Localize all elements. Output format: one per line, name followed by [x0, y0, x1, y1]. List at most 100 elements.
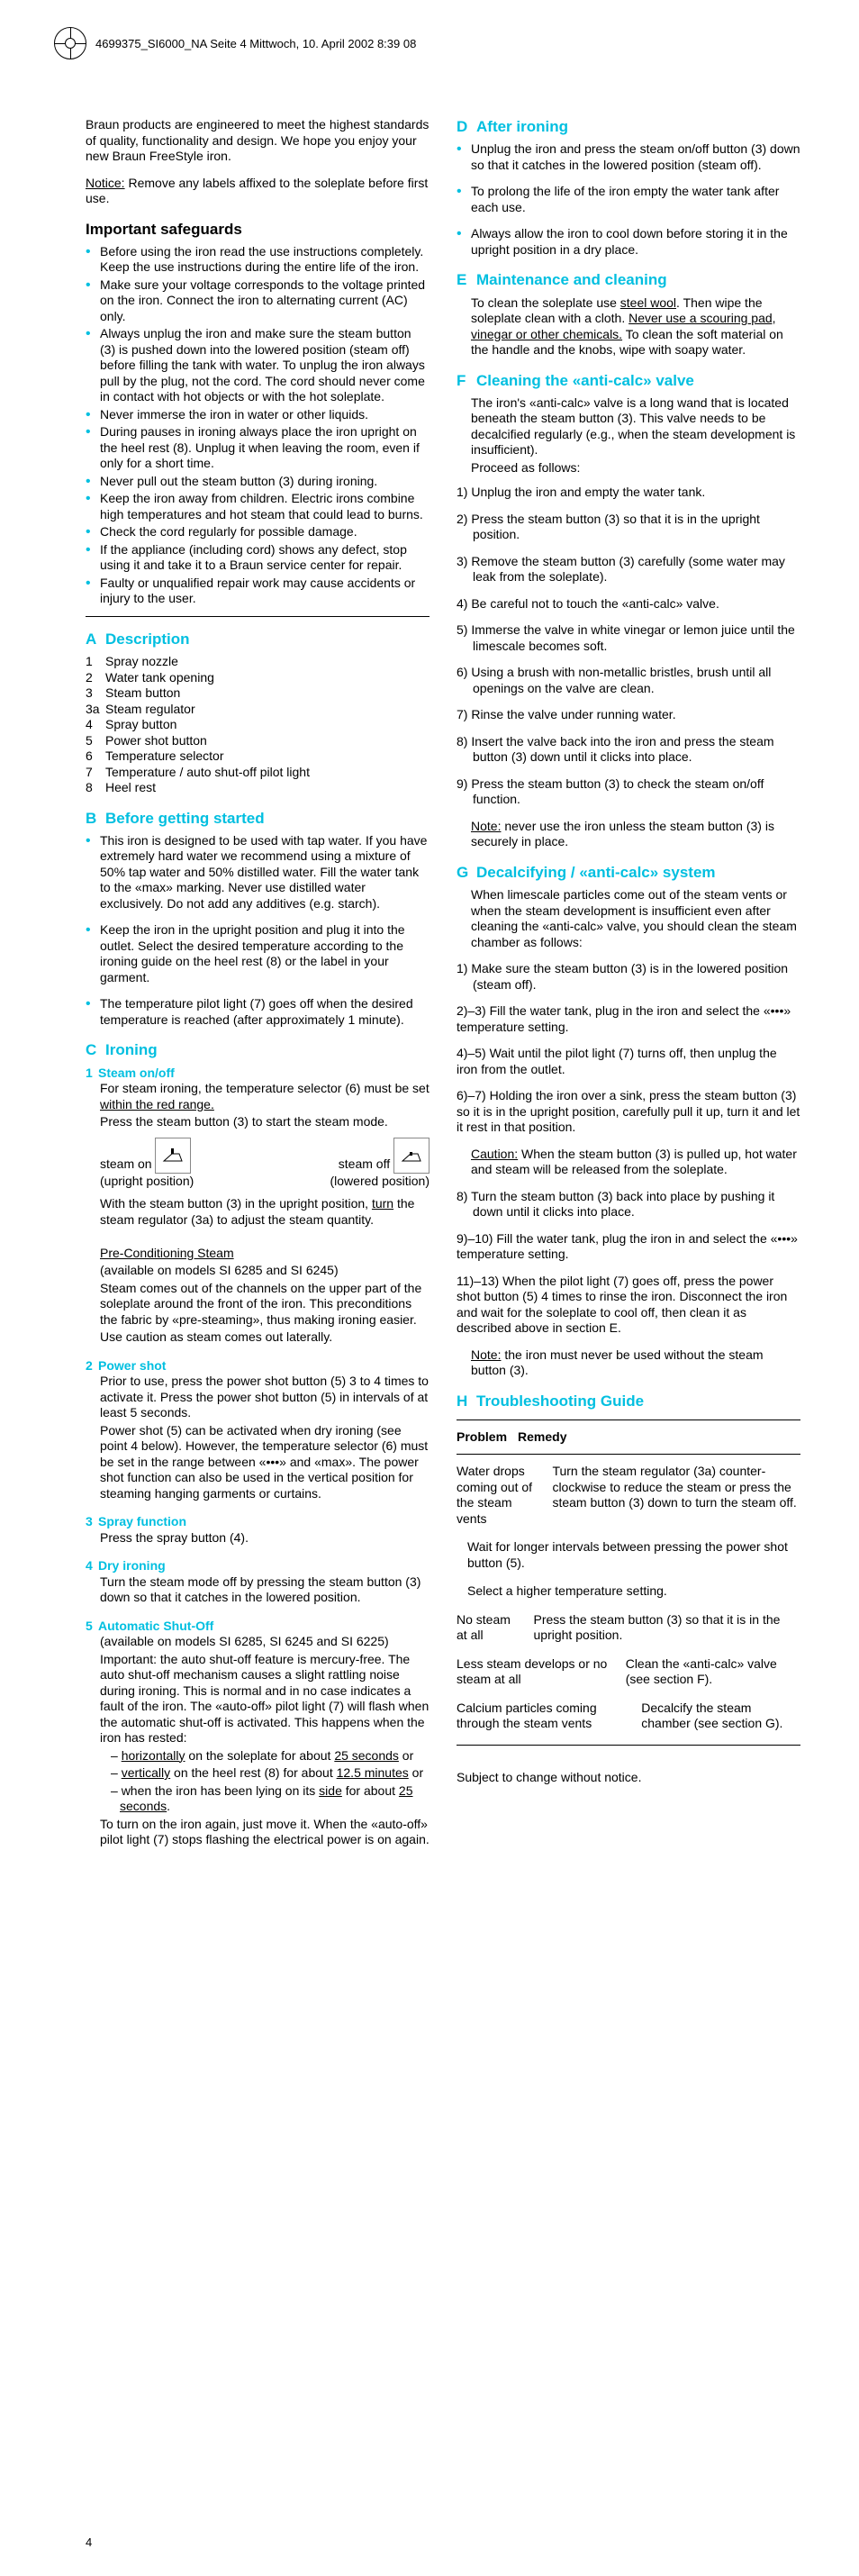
list-item: Keep the iron away from children. Electr… — [100, 491, 430, 522]
desc-row: 2Water tank opening — [86, 670, 430, 686]
section-c-title: CIroning — [86, 1040, 430, 1059]
notice-text: Notice: Remove any labels affixed to the… — [86, 176, 430, 207]
rule — [86, 616, 430, 617]
c5-li2: – vertically on the heel rest (8) for ab… — [100, 1765, 430, 1782]
c3-block: 3Spray function Press the spray button (… — [86, 1514, 430, 1546]
f-step: 3) Remove the steam button (3) carefully… — [457, 554, 800, 585]
g-1113: 11)–13) When the pilot light (7) goes of… — [457, 1274, 800, 1337]
c4-block: 4Dry ironing Turn the steam mode off by … — [86, 1558, 430, 1606]
safeguards-list: Before using the iron read the use instr… — [86, 244, 430, 607]
f-step: 4) Be careful not to touch the «anti-cal… — [457, 596, 800, 612]
g-23: 2)–3) Fill the water tank, plug in the i… — [457, 1003, 800, 1035]
c5-title: Automatic Shut-Off — [98, 1619, 213, 1633]
desc-row: 5Power shot button — [86, 733, 430, 749]
g-caution: Caution: When the steam button (3) is pu… — [457, 1147, 800, 1178]
steam-off-label: steam off — [339, 1156, 390, 1171]
list-item: Check the cord regularly for possible da… — [100, 524, 430, 540]
c5-li3: – when the iron has been lying on its si… — [100, 1783, 430, 1815]
list-item: Before using the iron read the use instr… — [100, 244, 430, 276]
list-item: If the appliance (including cord) shows … — [100, 542, 430, 574]
c5-foot: To turn on the iron again, just move it.… — [100, 1817, 430, 1848]
c2-block: 2Power shot Prior to use, press the powe… — [86, 1358, 430, 1502]
trouble-row: Select a higher temperature setting. — [457, 1583, 800, 1600]
list-item: Unplug the iron and press the steam on/o… — [471, 141, 800, 173]
c1-block: 1Steam on/off For steam ironing, the tem… — [86, 1066, 430, 1346]
list-item: The temperature pilot light (7) goes off… — [100, 996, 430, 1028]
desc-row: 8Heel rest — [86, 780, 430, 796]
intro-text: Braun products are engineered to meet th… — [86, 117, 430, 165]
iron-on-icon — [155, 1138, 191, 1174]
desc-row: 1Spray nozzle — [86, 654, 430, 670]
b-list: This iron is designed to be used with ta… — [86, 833, 430, 1029]
g-note: Note: the iron must never be used withou… — [457, 1347, 800, 1379]
precond-title: Pre-Conditioning Steam — [100, 1246, 234, 1260]
section-f-title: FCleaning the «anti-calc» valve — [457, 371, 800, 390]
c5-block: 5Automatic Shut-Off (available on models… — [86, 1619, 430, 1848]
c5-body: Important: the auto shut-off feature is … — [100, 1652, 430, 1746]
list-item: During pauses in ironing always place th… — [100, 424, 430, 472]
page-number: 4 — [86, 2535, 92, 2549]
right-column: DAfter ironing Unplug the iron and press… — [457, 117, 800, 1861]
c2-body2: Power shot (5) can be activated when dry… — [100, 1423, 430, 1502]
c4-title: Dry ironing — [98, 1558, 166, 1573]
list-item: Keep the iron in the upright position an… — [100, 922, 430, 985]
problem-header: Problem — [457, 1429, 507, 1446]
f-step: 6) Using a brush with non-metallic brist… — [457, 665, 800, 696]
precond-sub: (available on models SI 6285 and SI 6245… — [100, 1263, 430, 1279]
g-8: 8) Turn the steam button (3) back into p… — [457, 1189, 800, 1220]
desc-row: 3Steam button — [86, 685, 430, 702]
g-67: 6)–7) Holding the iron over a sink, pres… — [457, 1088, 800, 1136]
c1-title: Steam on/off — [98, 1066, 175, 1080]
header-meta-row: 4699375_SI6000_NA Seite 4 Mittwoch, 10. … — [54, 27, 416, 59]
f-steps: 1) Unplug the iron and empty the water t… — [457, 485, 800, 808]
trouble-row: Wait for longer intervals between pressi… — [457, 1539, 800, 1571]
precond-body: Steam comes out of the channels on the u… — [100, 1281, 430, 1329]
f-step: 9) Press the steam button (3) to check t… — [457, 776, 800, 808]
trouble-row: Less steam develops or no steam at allCl… — [457, 1656, 800, 1688]
list-item: Never pull out the steam button (3) duri… — [100, 474, 430, 490]
g-45: 4)–5) Wait until the pilot light (7) tur… — [457, 1046, 800, 1077]
f-intro: The iron's «anti-calc» valve is a long w… — [457, 395, 800, 458]
g-intro: When limescale particles come out of the… — [457, 887, 800, 950]
registration-mark-icon — [54, 27, 86, 59]
section-h-title: HTroubleshooting Guide — [457, 1392, 800, 1410]
c1-p3: With the steam button (3) in the upright… — [100, 1196, 430, 1228]
section-b-title: BBefore getting started — [86, 809, 430, 828]
c5-li1: – horizontally on the soleplate for abou… — [100, 1748, 430, 1764]
section-d-title: DAfter ironing — [457, 117, 800, 136]
c2-body: Prior to use, press the power shot butto… — [100, 1374, 430, 1421]
trouble-row: Calcium parti­cles coming through the st… — [457, 1701, 800, 1732]
list-item: This iron is designed to be used with ta… — [100, 833, 430, 912]
left-column: Braun products are engineered to meet th… — [86, 117, 430, 1861]
list-item: Make sure your voltage corresponds to th… — [100, 277, 430, 325]
upright-label: (upright position) — [100, 1174, 194, 1188]
lowered-label: (lowered position) — [330, 1174, 430, 1188]
list-item: Always allow the iron to cool down befor… — [471, 226, 800, 258]
safeguards-title: Important safeguards — [86, 220, 430, 239]
f-note: Note: never use the iron unless the stea… — [457, 819, 800, 850]
d-list: Unplug the iron and press the steam on/o… — [457, 141, 800, 258]
list-item: Always unplug the iron and make sure the… — [100, 326, 430, 405]
rule — [457, 1745, 800, 1746]
f-step: 5) Immerse the valve in white vinegar or… — [457, 622, 800, 654]
e-body: To clean the soleplate use steel wool. T… — [457, 295, 800, 358]
steam-on-label: steam on — [100, 1156, 152, 1171]
trouble-rows: Water drops coming out of the steam vent… — [457, 1464, 800, 1732]
f-step: 8) Insert the valve back into the iron a… — [457, 734, 800, 766]
desc-row: 3aSteam regulator — [86, 702, 430, 718]
f-step: 2) Press the steam button (3) so that it… — [457, 512, 800, 543]
trouble-row: No steam at allPress the steam button (3… — [457, 1612, 800, 1644]
section-e-title: EMaintenance and cleaning — [457, 270, 800, 289]
c1-p2: Press the steam button (3) to start the … — [100, 1114, 430, 1130]
remedy-header: Remedy — [518, 1429, 566, 1446]
c1-p1: For steam ironing, the temperature selec… — [100, 1081, 430, 1112]
f-step: 7) Rinse the valve under running water. — [457, 707, 800, 723]
section-a-title: ADescription — [86, 630, 430, 649]
list-item: Never immerse the iron in water or other… — [100, 407, 430, 423]
iron-off-icon — [393, 1138, 430, 1174]
desc-row: 4Spray button — [86, 717, 430, 733]
steam-icons-row: steam on (upright position) steam off (l… — [100, 1138, 430, 1190]
subject-change: Subject to change without notice. — [457, 1770, 800, 1786]
c2-title: Power shot — [98, 1358, 166, 1373]
c5-sub: (available on models SI 6285, SI 6245 an… — [100, 1634, 430, 1650]
